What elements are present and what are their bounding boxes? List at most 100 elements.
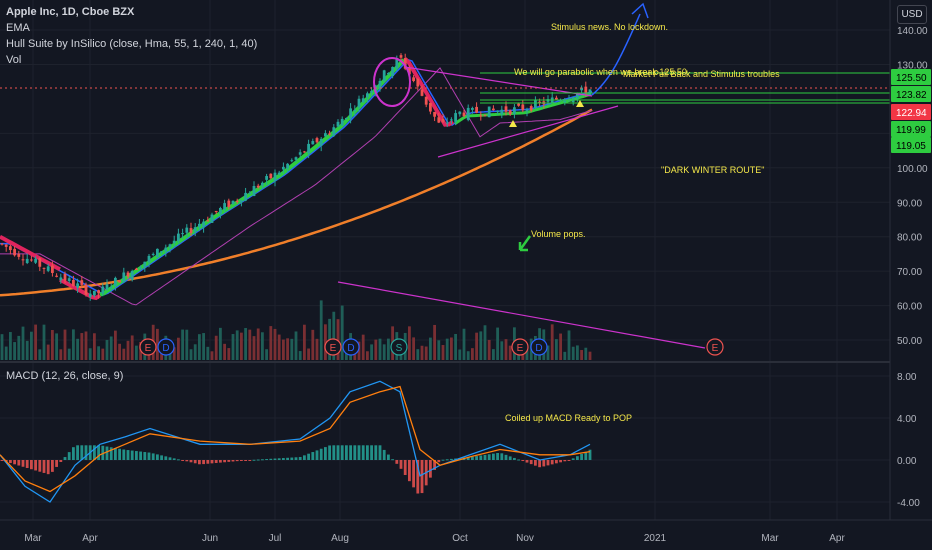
event-marker — [139, 338, 157, 356]
macd-histogram-bar — [391, 459, 394, 461]
candle-body — [307, 143, 310, 154]
volume-bar — [261, 332, 264, 360]
volume-bar — [445, 338, 449, 360]
candle-body — [538, 101, 541, 103]
macd-legend[interactable]: MACD (12, 26, close, 9) — [6, 370, 124, 382]
candle-body — [500, 109, 504, 115]
symbol-title[interactable]: Apple Inc, 1D, Cboe BZX — [6, 6, 135, 18]
volume-trendline — [337, 281, 706, 349]
candle-body — [529, 106, 533, 111]
date-tick-label: Mar — [761, 533, 779, 544]
volume-bar — [567, 330, 571, 360]
volume-bar — [340, 305, 344, 360]
macd-histogram-bar — [517, 459, 520, 461]
event-marker — [511, 338, 529, 356]
trendline-upper — [404, 66, 593, 97]
macd-histogram-bar — [231, 460, 235, 462]
candle-body — [198, 223, 201, 228]
candle-body — [492, 108, 495, 111]
fast-ema-line — [0, 58, 593, 296]
candle-body — [487, 106, 491, 118]
macd-histogram-bar — [9, 460, 12, 464]
volume-bar — [101, 348, 105, 360]
ema-legend[interactable]: EMA — [6, 22, 30, 34]
candle-body — [114, 277, 117, 286]
candle-body — [181, 233, 184, 235]
date-tick-label: Jun — [202, 533, 218, 544]
candle-body — [584, 86, 588, 94]
macd-histogram-bar — [93, 445, 96, 460]
macd-histogram-bar — [172, 458, 176, 460]
candle-body — [51, 265, 54, 273]
candle-body — [483, 114, 487, 116]
vol-legend[interactable]: Vol — [6, 54, 22, 66]
candle-body — [42, 267, 46, 269]
candle-body — [534, 100, 537, 109]
macd-tick-label: -4.00 — [897, 498, 920, 509]
macd-histogram-bar — [382, 449, 386, 460]
macd-histogram-bar — [576, 456, 579, 460]
candle-body — [67, 278, 71, 281]
candle-body — [353, 109, 357, 111]
macd-histogram-bar — [542, 460, 546, 467]
candle-body — [231, 200, 235, 204]
event-marker-label: D — [347, 343, 354, 354]
macd-histogram-bar — [475, 456, 478, 460]
currency-button[interactable]: USD — [897, 5, 927, 24]
candle-body — [340, 118, 344, 126]
volume-bar — [118, 343, 121, 360]
volume-bar — [219, 327, 222, 360]
candle-body — [508, 110, 512, 115]
volume-bar — [311, 329, 315, 360]
volume-bar — [382, 344, 386, 360]
price-tick-label: 100.00 — [897, 164, 928, 175]
volume-bar — [277, 334, 281, 360]
volume-bar — [193, 344, 197, 360]
volume-bar — [185, 329, 189, 360]
candle-body — [282, 166, 285, 170]
candle-body — [156, 248, 159, 258]
volume-bar — [550, 324, 554, 360]
candle-body — [361, 98, 365, 103]
macd-histogram-bar — [21, 460, 25, 467]
candle-body — [441, 119, 445, 122]
macd-histogram-bar — [76, 445, 79, 460]
macd-histogram-bar — [252, 459, 256, 461]
price-tag-label: 125.50 — [896, 73, 927, 84]
candle-body — [513, 107, 516, 115]
candle-body — [160, 251, 163, 253]
macd-histogram-bar — [479, 455, 483, 460]
candle-body — [219, 208, 222, 215]
macd-histogram-bar — [122, 449, 126, 460]
candle-body — [277, 172, 281, 175]
volume-bar — [450, 337, 453, 360]
candle-body — [248, 193, 252, 195]
candle-body — [4, 244, 8, 247]
macd-histogram-bar — [198, 460, 201, 465]
volume-bar — [471, 348, 474, 360]
signal-marker — [509, 120, 517, 127]
candle-body — [25, 258, 29, 264]
hull-up-segment — [99, 58, 406, 297]
candle-body — [395, 58, 399, 69]
macd-histogram-bar — [441, 459, 445, 461]
macd-histogram-bar — [55, 460, 58, 467]
macd-histogram-bar — [282, 458, 285, 460]
macd-histogram-bar — [34, 460, 37, 471]
candle-body — [168, 244, 172, 248]
volume-bar — [72, 329, 75, 360]
macd-histogram-bar — [487, 454, 491, 460]
volume-bar — [109, 336, 113, 360]
event-marker-label: E — [330, 343, 337, 354]
candle-body — [345, 117, 348, 119]
volume-bar — [248, 329, 252, 360]
price-tick-label: 130.00 — [897, 60, 928, 71]
candle-body — [286, 163, 289, 169]
macd-histogram-bar — [294, 457, 298, 460]
annotation-stimulus: Stimulus news. No lockdown. — [551, 22, 669, 32]
hull-legend[interactable]: Hull Suite by InSilico (close, Hma, 55, … — [6, 38, 258, 50]
volume-bar — [332, 311, 336, 360]
volume-bar — [88, 348, 92, 360]
volume-bar — [433, 324, 436, 360]
